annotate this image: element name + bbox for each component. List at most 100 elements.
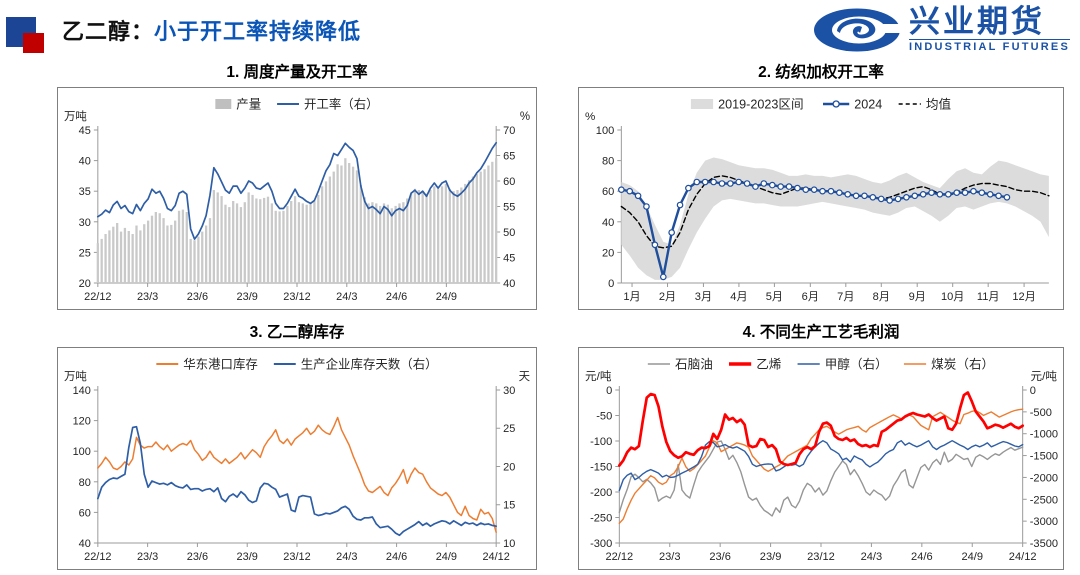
marker-line-2024	[827, 187, 835, 195]
bar	[127, 231, 130, 283]
y-axis-tick-label: -100	[590, 436, 612, 448]
bar	[320, 186, 324, 283]
bar	[290, 201, 293, 283]
y-axis-tick-label: 120	[73, 416, 91, 428]
y-axis-tick-label: 60	[79, 507, 91, 519]
bar	[297, 202, 301, 283]
right-axis-unit: 元/吨	[1031, 370, 1058, 383]
x-axis-tick-label: 4月	[730, 291, 747, 303]
y-axis-tick-label: 0	[606, 385, 612, 397]
y-axis-tick-label: 30	[503, 385, 515, 397]
y-axis-tick-label: -250	[590, 513, 612, 525]
chart-box: 产量 开工率（右） 万吨% 45 40 35 30 25 20 70 65 60 55 50 45 40 22/…	[57, 87, 537, 310]
bar	[262, 197, 266, 283]
bar	[437, 188, 440, 283]
marker-line-2024	[668, 229, 675, 236]
brand-text: 兴业期货 INDUSTRIAL FUTURES	[908, 4, 1070, 53]
marker-line-2024	[634, 192, 642, 200]
marker-line-2024	[861, 192, 868, 200]
marker-line-2024	[877, 195, 885, 203]
x-axis-tick-label: 8月	[873, 291, 890, 303]
bar	[174, 220, 177, 283]
bar	[379, 205, 382, 283]
marker-line-2024	[743, 180, 751, 187]
y-axis-tick-label: 55	[503, 201, 515, 213]
bar	[116, 223, 119, 283]
x-axis-tick-label: 23/9	[237, 551, 258, 563]
marker-line-2024	[643, 203, 650, 210]
bar	[112, 226, 115, 283]
chart-box: 石脑油 乙烯 甲醇（右） 煤炭（右） 元/吨 元/吨 0 -50 -100 -150 -200 -25…	[578, 347, 1064, 570]
left-axis-unit: %	[585, 111, 595, 123]
x-axis-tick-label: 22/12	[605, 551, 633, 563]
bar	[170, 224, 173, 283]
x-axis-tick-label: 11月	[977, 291, 1000, 303]
right-axis-unit: %	[520, 111, 530, 123]
x-axis-tick-label: 23/9	[237, 291, 258, 303]
x-axis-tick-label: 23/9	[760, 551, 782, 563]
y-axis-tick-label: 60	[602, 186, 614, 198]
series-production-bars	[96, 158, 498, 283]
marker-line-2024	[693, 178, 701, 186]
marker-line-2024	[659, 273, 667, 281]
bar	[146, 220, 150, 283]
y-axis-tick-label: 40	[79, 156, 91, 168]
marker-line-2024	[978, 189, 986, 197]
marker-line-2024	[618, 186, 625, 194]
bar	[251, 194, 254, 283]
series-ethylene-margin	[617, 391, 1025, 467]
marker-line-2024	[869, 194, 877, 201]
bar	[440, 186, 444, 283]
bar	[417, 190, 420, 283]
series-methanol-margin	[618, 440, 1024, 492]
marker-line-2024	[785, 183, 793, 190]
bar	[479, 171, 482, 283]
bar	[247, 192, 250, 283]
bar	[452, 191, 455, 283]
series-east-china-port-inventory	[97, 416, 497, 534]
bar	[390, 208, 393, 283]
red-square-icon	[23, 33, 44, 53]
y-axis-tick-label: -300	[590, 538, 612, 550]
x-axis-tick-label: 5月	[766, 291, 783, 303]
bar	[278, 211, 281, 283]
y-axis-tick-label: 80	[79, 477, 91, 489]
brand-name-cn: 兴业期货	[908, 4, 1045, 39]
bar	[402, 202, 405, 283]
chart-title: 4. 不同生产工艺毛利润	[742, 324, 900, 341]
bar	[406, 198, 409, 283]
bar	[96, 243, 99, 283]
chart-production-process-margins: 石脑油 乙烯 甲醇（右） 煤炭（右） 元/吨 元/吨 0 -50 -100 -150 -200 -25…	[585, 357, 1058, 563]
x-axis-tick-label: 24/6	[386, 291, 407, 303]
y-axis-tick-label: -500	[1030, 407, 1052, 419]
y-axis-tick-label: 50	[503, 227, 515, 239]
x-axis-tick-label: 23/6	[187, 551, 208, 563]
marker-line-2024	[626, 187, 634, 195]
legend-label: 2024	[854, 98, 882, 112]
chart-box: 华东港口库存 生产企业库存天数（右） 万吨 天 140 120 100 80 60 40 30 25 2…	[57, 347, 537, 570]
bar	[495, 158, 498, 283]
x-axis-tick-label: 22/12	[84, 291, 111, 303]
marker-line-2024	[919, 191, 927, 198]
x-axis-tick-label: 24/9	[436, 551, 457, 563]
x-axis-tick-label: 9月	[909, 291, 926, 303]
bar	[177, 210, 181, 283]
marker-line-2024	[986, 191, 994, 198]
bar	[204, 225, 208, 283]
brand-name-en: INDUSTRIAL FUTURES	[908, 39, 1070, 53]
bar	[185, 212, 188, 283]
bar	[483, 169, 486, 283]
bar	[158, 213, 161, 283]
page-title-prefix: 乙二醇：	[62, 19, 155, 44]
y-axis-tick-label: 30	[79, 217, 91, 229]
bar	[394, 205, 397, 283]
y-axis-tick-label: 15	[503, 500, 515, 512]
bar	[371, 202, 374, 283]
bar	[274, 210, 277, 283]
bar	[324, 181, 328, 283]
bar	[448, 188, 451, 283]
marker-line-2024	[810, 186, 818, 194]
legend-label: 甲醇（右）	[825, 357, 888, 372]
y-axis-tick-label: 25	[79, 247, 91, 259]
